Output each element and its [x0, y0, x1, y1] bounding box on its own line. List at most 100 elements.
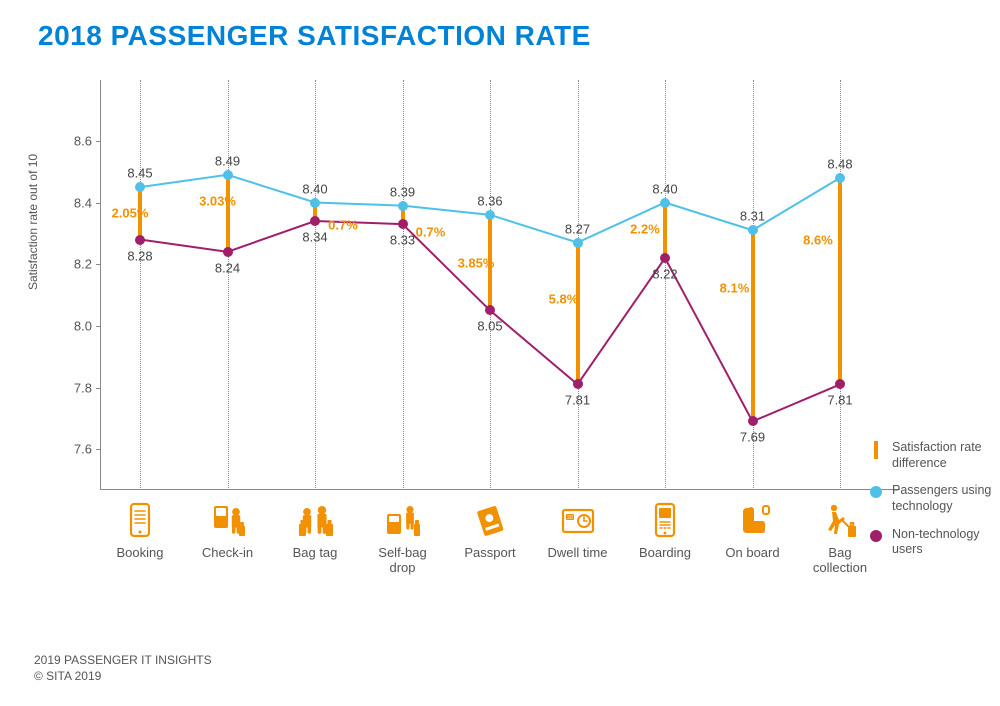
footer: 2019 PASSENGER IT INSIGHTS © SITA 2019 [34, 652, 212, 684]
tech-point [748, 225, 758, 235]
nontech-value-label: 8.28 [127, 248, 152, 263]
ytick-label: 8.0 [74, 318, 92, 333]
ytick-label: 7.8 [74, 380, 92, 395]
tech-value-label: 8.31 [740, 209, 765, 224]
nontech-value-label: 7.81 [827, 393, 852, 408]
vgrid-line [228, 80, 229, 490]
diff-percent-label: 5.8% [549, 291, 579, 306]
nontech-value-label: 8.33 [390, 233, 415, 248]
tech-point [310, 198, 320, 208]
category-label: Bag tag [275, 546, 355, 561]
vgrid-line [665, 80, 666, 490]
ytick-mark [96, 264, 100, 265]
category-row: Booking Check-in Bag tag Self-bagdrop Passpo… [100, 500, 860, 590]
legend-swatch [868, 441, 884, 457]
satisfaction-chart: Satisfaction rate out of 10 7.67.88.08.2… [60, 110, 860, 480]
plot-area: 7.67.88.08.28.48.68.458.498.408.398.368.… [100, 110, 860, 480]
tech-point [835, 173, 845, 183]
nontech-point [748, 416, 758, 426]
ytick-mark [96, 141, 100, 142]
nontech-value-label: 7.69 [740, 430, 765, 445]
selfbagdrop-icon [363, 500, 443, 540]
category-label: Booking [100, 546, 180, 561]
legend-item: Non-technology users [868, 527, 998, 558]
x-axis-line [100, 489, 900, 490]
nontech-point [135, 235, 145, 245]
vgrid-line [403, 80, 404, 490]
category-label: Boarding [625, 546, 705, 561]
diff-bar [663, 203, 667, 259]
legend-label: Passengers using technology [892, 483, 998, 514]
ytick-label: 8.4 [74, 195, 92, 210]
tech-point [135, 182, 145, 192]
svg-text:20: 20 [567, 515, 573, 521]
nontech-point [398, 219, 408, 229]
tech-value-label: 8.45 [127, 166, 152, 181]
tech-point [223, 170, 233, 180]
diff-bar [838, 178, 842, 385]
checkin-icon [188, 500, 268, 540]
diff-percent-label: 0.7% [416, 224, 446, 239]
passport-icon [450, 500, 530, 540]
page-title: 2018 PASSENGER SATISFACTION RATE [38, 20, 591, 52]
tech-point [660, 198, 670, 208]
ytick-label: 8.6 [74, 133, 92, 148]
diff-bar [576, 243, 580, 385]
nontech-point [485, 305, 495, 315]
nontech-point [660, 253, 670, 263]
diff-percent-label: 8.6% [803, 232, 833, 247]
nontech-point [573, 379, 583, 389]
bagtag-icon [275, 500, 355, 540]
diff-percent-label: 2.05% [112, 206, 149, 221]
legend-swatch [868, 528, 884, 544]
category-block: On board [713, 500, 793, 561]
category-block: Check-in [188, 500, 268, 561]
category-block: Bag tag [275, 500, 355, 561]
tech-value-label: 8.40 [302, 181, 327, 196]
diff-bar [751, 230, 755, 421]
ytick-mark [96, 203, 100, 204]
tech-value-label: 8.48 [827, 156, 852, 171]
nontech-point [223, 247, 233, 257]
legend-label: Non-technology users [892, 527, 998, 558]
nontech-value-label: 8.34 [302, 230, 327, 245]
vgrid-line [140, 80, 141, 490]
category-block: Self-bagdrop [363, 500, 443, 576]
category-label: On board [713, 546, 793, 561]
legend-swatch [868, 484, 884, 500]
nontech-value-label: 8.05 [477, 319, 502, 334]
tech-value-label: 8.39 [390, 184, 415, 199]
legend-label: Satisfaction rate difference [892, 440, 998, 471]
boarding-icon [625, 500, 705, 540]
category-label: Dwell time [538, 546, 618, 561]
ytick-mark [96, 326, 100, 327]
diff-percent-label: 0.7% [328, 217, 358, 232]
tech-value-label: 8.40 [652, 181, 677, 196]
onboard-icon [713, 500, 793, 540]
diff-percent-label: 3.85% [458, 255, 495, 270]
diff-percent-label: 2.2% [630, 221, 660, 236]
tech-value-label: 8.27 [565, 221, 590, 236]
category-label: Passport [450, 546, 530, 561]
tech-point [573, 238, 583, 248]
vgrid-line [315, 80, 316, 490]
ytick-mark [96, 449, 100, 450]
nontech-point [835, 379, 845, 389]
infographic-page: 2018 PASSENGER SATISFACTION RATE Satisfa… [0, 0, 1000, 706]
diff-percent-label: 3.03% [199, 193, 236, 208]
tech-point [398, 201, 408, 211]
ytick-label: 7.6 [74, 442, 92, 457]
category-block: Boarding [625, 500, 705, 561]
legend-item: Satisfaction rate difference [868, 440, 998, 471]
category-label: Self-bagdrop [363, 546, 443, 576]
category-label: Check-in [188, 546, 268, 561]
y-axis-label: Satisfaction rate out of 10 [26, 154, 40, 290]
footer-copyright: © SITA 2019 [34, 668, 212, 684]
ytick-label: 8.2 [74, 257, 92, 272]
nontech-point [310, 216, 320, 226]
tech-point [485, 210, 495, 220]
legend-item: Passengers using technology [868, 483, 998, 514]
diff-bar [226, 175, 230, 252]
nontech-value-label: 7.81 [565, 393, 590, 408]
footer-source: 2019 PASSENGER IT INSIGHTS [34, 652, 212, 668]
